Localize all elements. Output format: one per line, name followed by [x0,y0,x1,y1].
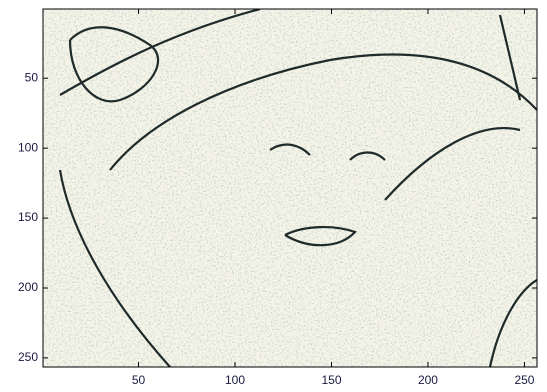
y-tick-label: 150 [18,210,38,224]
x-tick-label: 100 [225,373,245,387]
x-tick-label: 150 [321,373,341,387]
y-tick-label: 50 [25,70,39,84]
y-tick-label: 100 [18,140,38,154]
y-tick-label: 200 [18,280,38,294]
y-tick-label: 250 [18,350,38,364]
image [43,9,537,367]
x-tick-label: 200 [418,373,438,387]
x-tick-label: 250 [514,373,534,387]
x-tick-label: 50 [132,373,146,387]
chart: 50 100 150 200 250 50 100 150 200 250 [0,0,547,392]
